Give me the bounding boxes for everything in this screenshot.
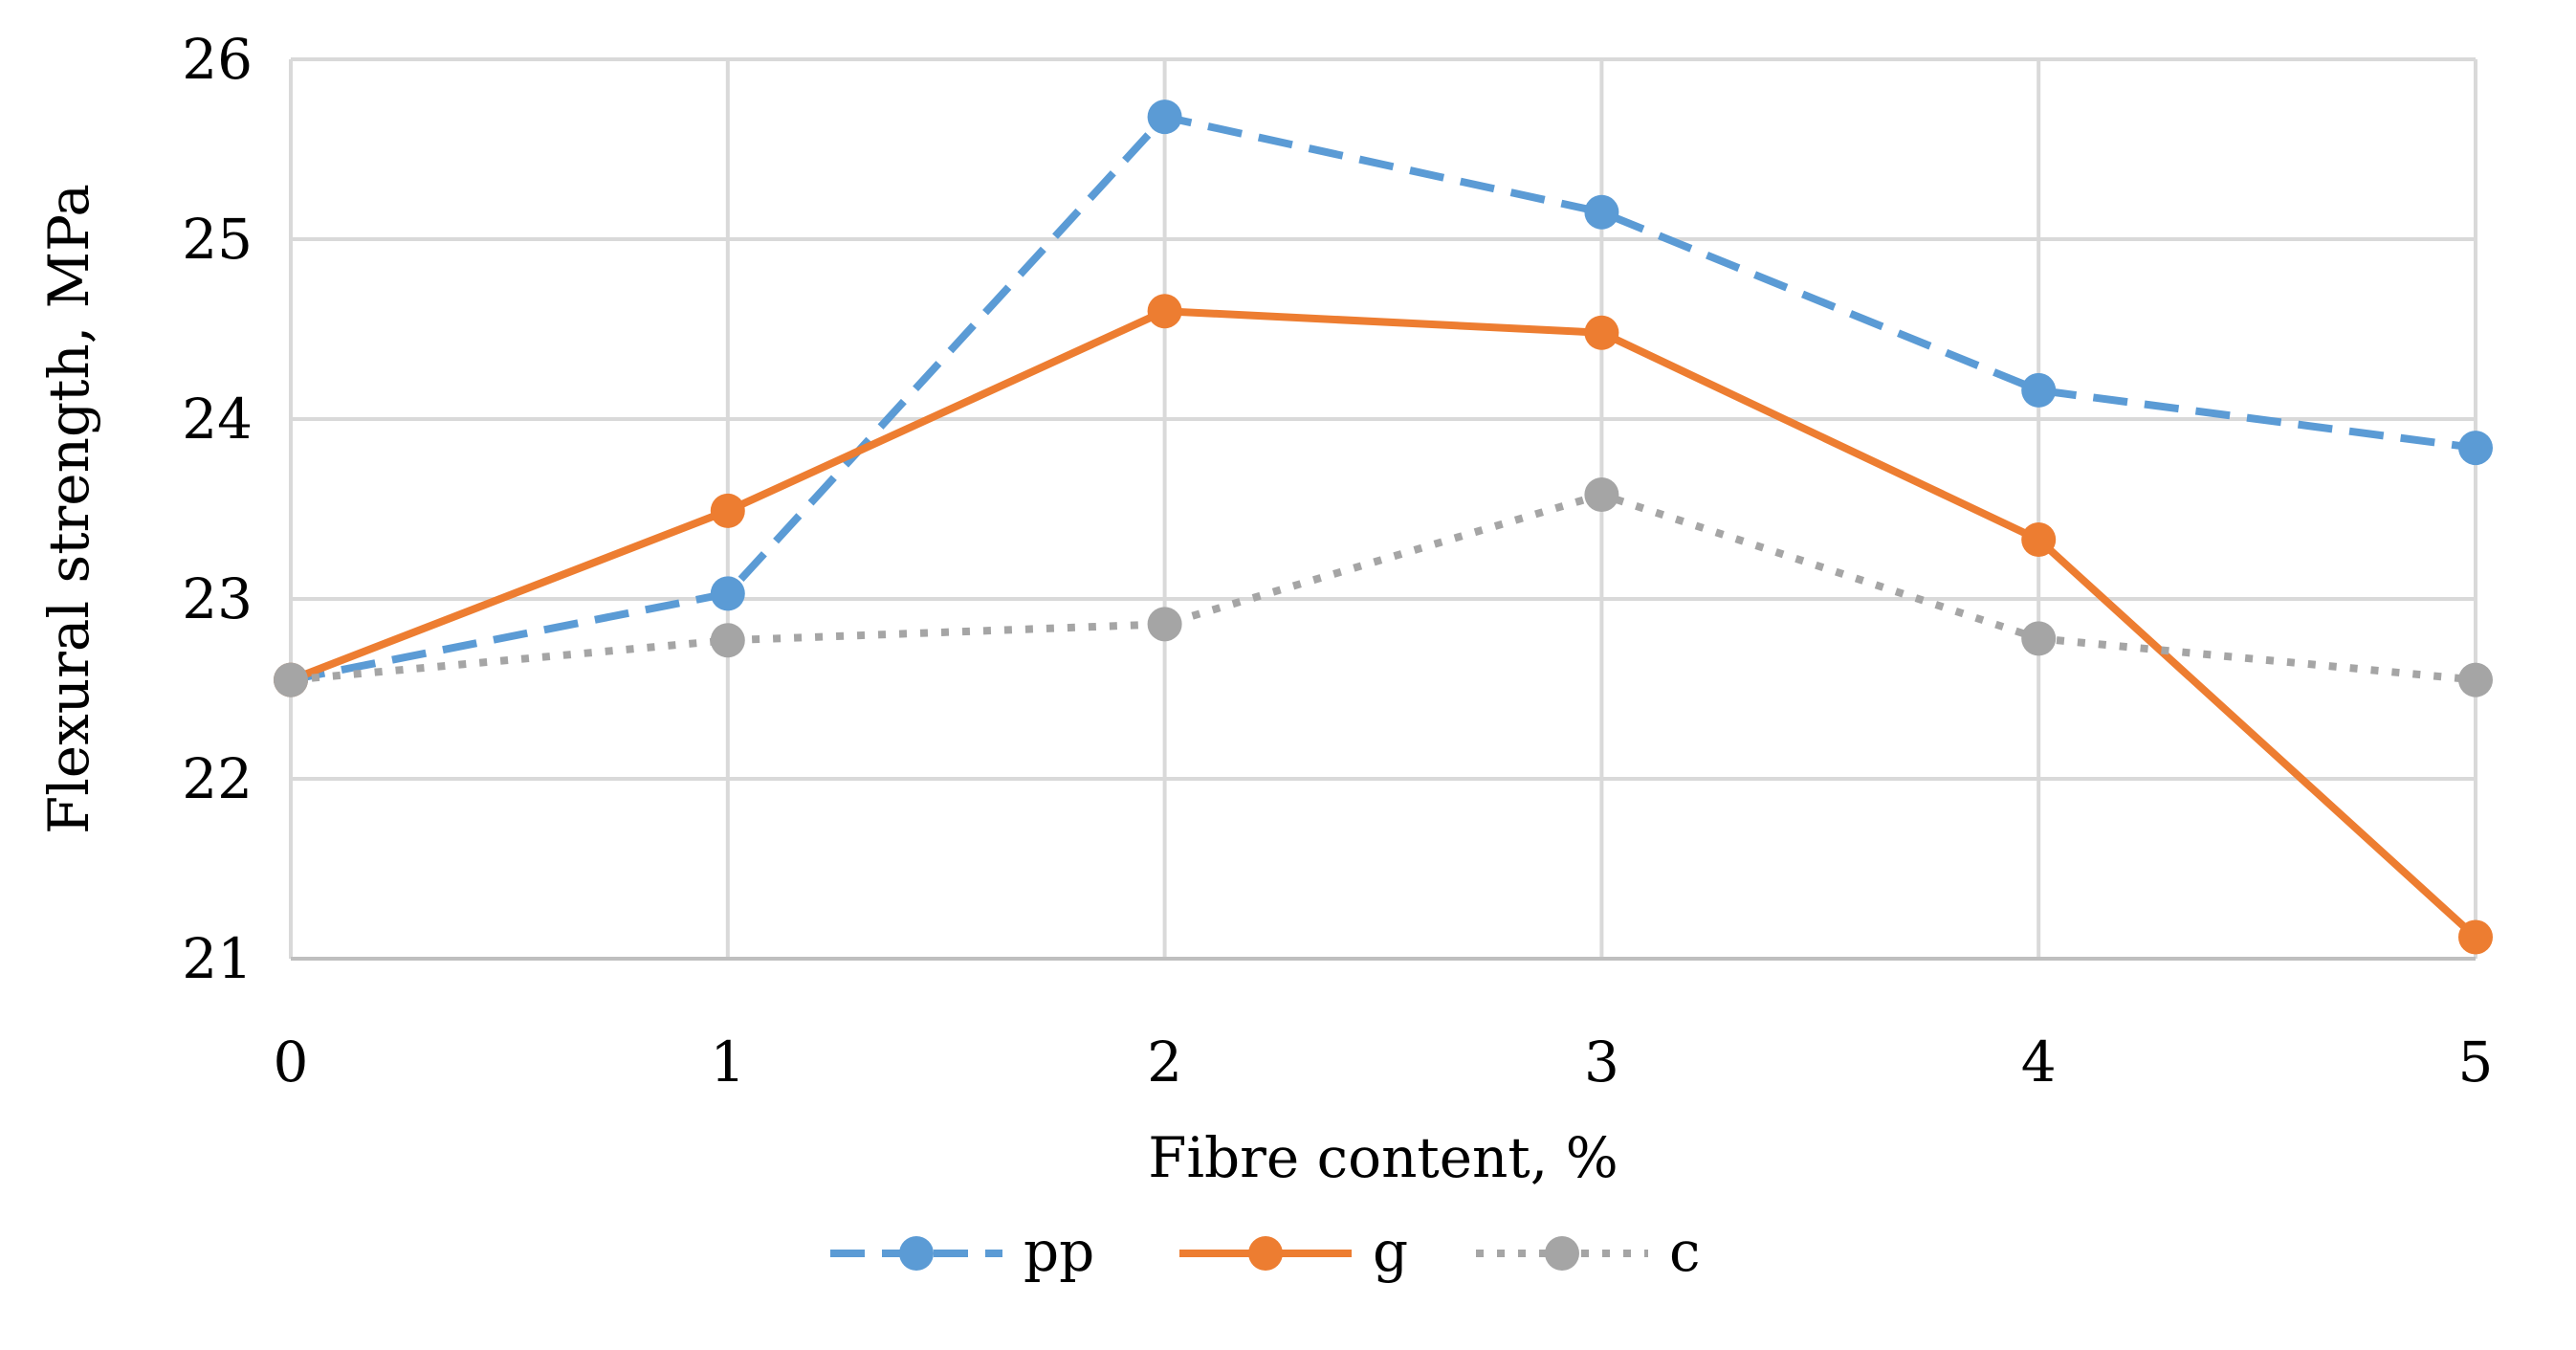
legend: pp g c bbox=[830, 1219, 1700, 1284]
y-tick-label: 24 bbox=[182, 387, 253, 452]
x-tick-label: 5 bbox=[2458, 1029, 2494, 1095]
data-point-pp bbox=[2021, 372, 2057, 408]
data-point-c bbox=[2458, 662, 2493, 697]
y-axis-title: Flexural strength, MPa bbox=[36, 184, 101, 834]
legend-swatch-marker bbox=[1545, 1236, 1579, 1271]
grid bbox=[289, 57, 2477, 959]
series-c bbox=[274, 476, 2493, 697]
y-tick-label: 23 bbox=[182, 566, 253, 631]
x-tick-label: 4 bbox=[2021, 1029, 2057, 1095]
data-point-g bbox=[2021, 521, 2057, 557]
legend-item-g: g bbox=[1179, 1219, 1408, 1284]
data-point-pp bbox=[710, 576, 745, 611]
legend-swatch-marker bbox=[899, 1236, 934, 1271]
data-point-pp bbox=[1584, 194, 1619, 230]
x-tick-label: 3 bbox=[1584, 1029, 1619, 1095]
legend-label: c bbox=[1669, 1219, 1700, 1284]
data-point-c bbox=[1584, 476, 1619, 512]
data-point-c bbox=[2021, 621, 2057, 656]
data-point-c bbox=[274, 662, 308, 697]
x-axis-title: Fibre content, % bbox=[1148, 1125, 1618, 1190]
legend-label: g bbox=[1373, 1219, 1408, 1284]
data-point-pp bbox=[2458, 431, 2493, 466]
legend-item-pp: pp bbox=[830, 1219, 1094, 1284]
data-point-c bbox=[1147, 607, 1182, 642]
data-point-g bbox=[2458, 919, 2493, 955]
legend-item-c: c bbox=[1476, 1219, 1700, 1284]
legend-label: pp bbox=[1024, 1219, 1094, 1284]
y-tick-label: 21 bbox=[182, 926, 253, 991]
data-point-pp bbox=[1147, 100, 1182, 135]
series-line-pp bbox=[290, 113, 2477, 684]
y-tick-label: 22 bbox=[182, 746, 253, 811]
data-point-g bbox=[1147, 294, 1182, 329]
data-point-g bbox=[710, 493, 745, 528]
x-tick-label: 1 bbox=[710, 1029, 745, 1095]
y-tick-label: 25 bbox=[182, 207, 253, 272]
x-tick-label: 2 bbox=[1147, 1029, 1182, 1095]
series bbox=[274, 100, 2493, 955]
legend-swatch-marker bbox=[1248, 1236, 1283, 1271]
data-point-c bbox=[710, 623, 745, 658]
series-g bbox=[274, 294, 2493, 955]
y-tick-label: 26 bbox=[182, 27, 253, 92]
series-line-g bbox=[289, 307, 2478, 941]
series-line-c bbox=[290, 490, 2477, 684]
data-point-g bbox=[1584, 315, 1619, 350]
x-tick-label: 0 bbox=[274, 1029, 309, 1095]
series-pp bbox=[274, 100, 2493, 697]
